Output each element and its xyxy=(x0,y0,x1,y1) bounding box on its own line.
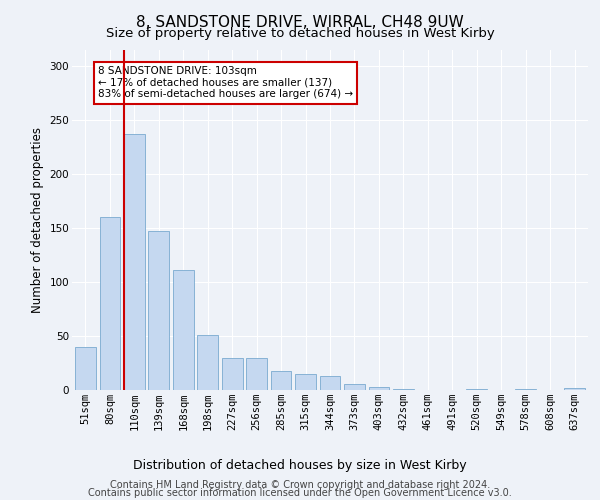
Bar xyxy=(148,232,169,390)
Bar xyxy=(100,218,120,390)
Bar xyxy=(197,335,218,390)
Text: Contains HM Land Registry data © Crown copyright and database right 2024.: Contains HM Land Registry data © Crown c… xyxy=(110,480,490,490)
Bar xyxy=(271,370,292,390)
Bar xyxy=(246,358,267,390)
Bar xyxy=(393,389,414,390)
Bar xyxy=(124,134,145,390)
Text: 8, SANDSTONE DRIVE, WIRRAL, CH48 9UW: 8, SANDSTONE DRIVE, WIRRAL, CH48 9UW xyxy=(136,15,464,30)
Text: Distribution of detached houses by size in West Kirby: Distribution of detached houses by size … xyxy=(133,460,467,472)
Bar xyxy=(173,270,194,390)
Bar xyxy=(344,384,365,390)
Text: Contains public sector information licensed under the Open Government Licence v3: Contains public sector information licen… xyxy=(88,488,512,498)
Bar xyxy=(222,358,242,390)
Bar xyxy=(368,387,389,390)
Text: 8 SANDSTONE DRIVE: 103sqm
← 17% of detached houses are smaller (137)
83% of semi: 8 SANDSTONE DRIVE: 103sqm ← 17% of detac… xyxy=(98,66,353,100)
Bar xyxy=(75,347,96,390)
Bar xyxy=(320,376,340,390)
Bar xyxy=(564,388,585,390)
Bar xyxy=(295,374,316,390)
Y-axis label: Number of detached properties: Number of detached properties xyxy=(31,127,44,313)
Text: Size of property relative to detached houses in West Kirby: Size of property relative to detached ho… xyxy=(106,28,494,40)
Bar xyxy=(466,389,487,390)
Bar xyxy=(515,389,536,390)
